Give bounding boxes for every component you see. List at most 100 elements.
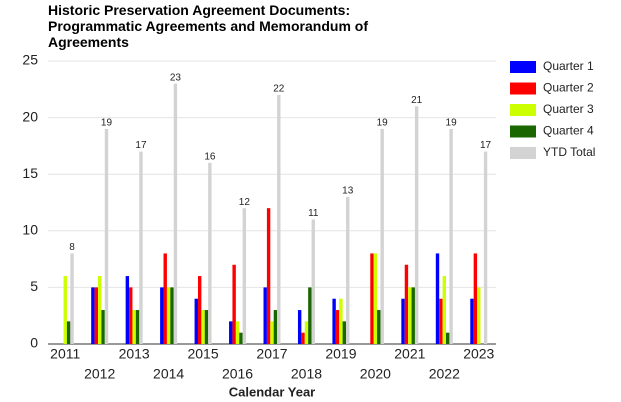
x-tick-label: 2014 <box>153 366 184 382</box>
data-label: 17 <box>480 140 492 151</box>
data-label: 17 <box>135 140 147 151</box>
x-axis-title: Calendar Year <box>229 384 315 399</box>
legend-label: YTD Total <box>543 145 595 159</box>
y-tick-label: 25 <box>22 52 38 68</box>
bar <box>370 253 374 344</box>
data-label: 22 <box>273 84 285 95</box>
bar <box>311 219 315 344</box>
bar <box>166 287 171 344</box>
bar <box>404 264 409 344</box>
y-tick-label: 15 <box>22 165 38 181</box>
y-tick-label: 0 <box>30 335 38 351</box>
x-tick-label: 2016 <box>222 366 253 382</box>
bar <box>129 287 133 344</box>
bar <box>446 332 450 344</box>
bar <box>97 276 102 344</box>
data-label: 19 <box>377 118 389 129</box>
legend-label: Quarter 2 <box>543 81 594 95</box>
bar <box>377 310 381 344</box>
bar <box>139 151 143 344</box>
chart-title: Historic Preservation Agreement Document… <box>48 2 368 50</box>
bar <box>401 298 405 344</box>
bar <box>414 106 419 344</box>
x-tick-label: 2023 <box>463 346 494 362</box>
data-label: 19 <box>101 118 113 129</box>
x-tick-label: 2015 <box>187 346 218 362</box>
bar <box>435 253 440 344</box>
bar <box>94 287 98 344</box>
bar <box>439 298 443 344</box>
data-label: 21 <box>411 95 423 106</box>
bar <box>239 332 243 344</box>
legend-label: Quarter 3 <box>543 102 594 116</box>
bar <box>332 298 336 344</box>
legend-swatch <box>510 82 536 95</box>
legend-swatch <box>510 61 536 73</box>
bar <box>277 94 281 345</box>
legend-swatch <box>510 125 536 138</box>
bar <box>170 287 174 344</box>
x-tick-label: 2013 <box>119 346 150 362</box>
bar <box>266 208 271 344</box>
data-label: 11 <box>308 208 319 219</box>
bar <box>242 208 247 344</box>
bar <box>208 162 212 344</box>
bar <box>101 310 105 344</box>
data-label: 19 <box>446 118 458 129</box>
bar <box>132 310 136 344</box>
bar <box>63 276 67 344</box>
bar <box>66 321 71 344</box>
bar <box>297 310 302 344</box>
x-tick-label: 2022 <box>429 366 460 382</box>
y-tick-label: 10 <box>22 222 38 238</box>
bar <box>232 264 236 344</box>
bar <box>380 128 384 344</box>
x-tick-label: 2018 <box>291 366 322 382</box>
bar <box>135 310 140 344</box>
x-tick-label: 2011 <box>50 346 80 362</box>
bar <box>235 321 240 344</box>
bar <box>335 310 340 344</box>
bar <box>442 276 447 344</box>
bar <box>411 287 415 344</box>
legend-label: Quarter 4 <box>543 124 594 138</box>
bar <box>270 321 274 344</box>
bar <box>197 276 202 344</box>
bar <box>473 253 478 344</box>
bar <box>194 298 198 344</box>
x-tick-label: 2021 <box>394 346 425 362</box>
data-label: 13 <box>342 185 354 196</box>
x-tick-label: 2019 <box>325 346 356 362</box>
bar <box>308 287 312 344</box>
bar <box>342 321 347 344</box>
bar <box>346 196 350 344</box>
bar <box>125 276 130 344</box>
legend-swatch <box>510 104 536 116</box>
y-tick-label: 20 <box>22 108 38 124</box>
bar <box>408 287 412 344</box>
bar <box>373 253 378 344</box>
bar <box>477 287 481 344</box>
bar <box>91 287 95 344</box>
bar <box>160 287 164 344</box>
bar <box>483 151 488 344</box>
bar <box>339 298 343 344</box>
legend-swatch <box>510 147 536 159</box>
bar <box>263 287 267 344</box>
bar <box>470 298 474 344</box>
bar <box>229 321 233 344</box>
data-label: 12 <box>239 197 251 208</box>
bar <box>173 83 178 344</box>
x-tick-label: 2017 <box>256 346 287 362</box>
bar <box>204 310 209 344</box>
bar <box>304 321 309 344</box>
bar <box>70 253 74 344</box>
x-tick-label: 2012 <box>84 366 115 382</box>
data-label: 8 <box>69 242 75 253</box>
y-tick-label: 5 <box>30 278 38 294</box>
bar <box>163 253 167 344</box>
bar <box>301 332 305 344</box>
bar <box>201 310 205 344</box>
